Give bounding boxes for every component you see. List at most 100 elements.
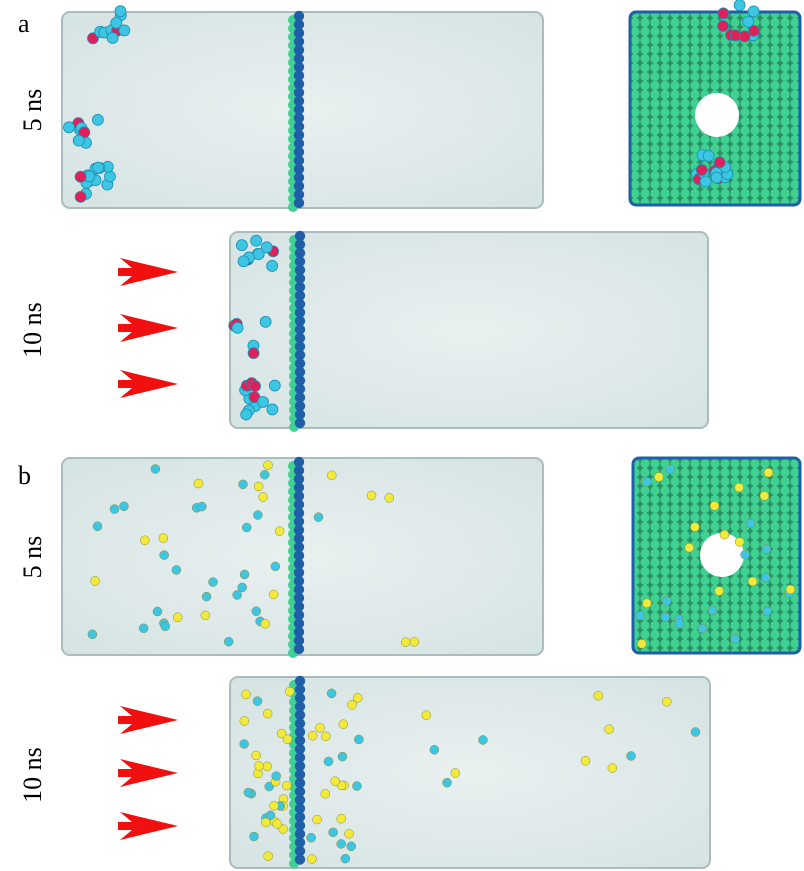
ion	[762, 545, 771, 554]
molecule-atom	[267, 260, 278, 271]
ion	[410, 637, 419, 646]
membrane-atom	[294, 644, 304, 654]
time-label: 5 ns	[18, 89, 47, 132]
ion	[307, 833, 316, 842]
ion	[337, 839, 346, 848]
arrow	[118, 370, 178, 398]
ion	[93, 522, 102, 531]
ion	[261, 619, 270, 628]
molecule-atom	[739, 31, 750, 42]
ion	[282, 781, 291, 790]
ion	[347, 842, 356, 851]
ion	[240, 740, 249, 749]
molecule-atom	[267, 404, 278, 415]
arrow	[118, 812, 178, 840]
ion	[710, 501, 719, 510]
ion	[151, 464, 160, 473]
ion	[642, 599, 651, 608]
panel-label: b	[18, 461, 31, 490]
artwork	[62, 0, 800, 869]
molecule-atom	[251, 235, 262, 246]
molecule-atom	[696, 164, 707, 175]
ion	[748, 577, 757, 586]
ion	[735, 537, 744, 546]
arrow	[118, 258, 178, 286]
ion	[242, 523, 251, 532]
molecule-atom	[104, 171, 115, 182]
membrane-atom	[295, 418, 305, 428]
ion	[307, 855, 316, 864]
molecule-atom	[718, 8, 729, 19]
time-label: 5 ns	[18, 536, 47, 579]
ion	[271, 562, 280, 571]
ion	[172, 565, 181, 574]
ion	[194, 479, 203, 488]
ion	[698, 624, 707, 633]
ion	[761, 573, 770, 582]
molecule-atom	[700, 176, 711, 187]
ion	[654, 472, 663, 481]
ion	[253, 697, 262, 706]
ion	[233, 590, 242, 599]
ion	[238, 583, 247, 592]
ion	[608, 764, 617, 773]
molecule-atom	[241, 409, 252, 420]
ion	[263, 461, 272, 470]
ion	[91, 576, 100, 585]
ion	[385, 493, 394, 502]
ion	[764, 468, 773, 477]
ion	[119, 502, 128, 511]
ion	[140, 536, 149, 545]
ion	[763, 607, 772, 616]
ion	[272, 772, 281, 781]
ion	[313, 815, 322, 824]
ion	[283, 735, 292, 744]
molecule-atom	[119, 25, 130, 36]
molecule-atom	[232, 322, 243, 333]
molecule-atom	[257, 396, 268, 407]
ion	[338, 752, 347, 761]
ion	[451, 768, 460, 777]
ion	[401, 638, 410, 647]
ion	[786, 585, 795, 594]
ion	[327, 689, 336, 698]
ion	[252, 607, 261, 616]
ion	[321, 732, 330, 741]
ion	[269, 590, 278, 599]
ion	[159, 534, 168, 543]
arrow	[118, 314, 178, 342]
ion	[581, 756, 590, 765]
ion	[685, 543, 694, 552]
panel-label: a	[18, 9, 30, 38]
time-label: 10 ns	[18, 302, 47, 358]
ion	[341, 854, 350, 863]
ion	[273, 819, 282, 828]
ion	[269, 801, 278, 810]
ion	[254, 482, 263, 491]
ion	[110, 505, 119, 514]
molecule-atom	[92, 114, 103, 125]
ion	[263, 762, 272, 771]
molecule-atom	[73, 135, 84, 146]
arrow	[118, 706, 178, 734]
ion	[261, 818, 270, 827]
ion	[637, 639, 646, 648]
ion	[661, 613, 670, 622]
ion	[253, 511, 262, 520]
molecule-atom	[260, 316, 271, 327]
molecule-atom	[75, 171, 86, 182]
ion	[160, 551, 169, 560]
ion	[478, 735, 487, 744]
ion	[594, 691, 603, 700]
ion	[201, 611, 210, 620]
molecule-atom	[269, 380, 280, 391]
molecule-atom	[93, 162, 104, 173]
ion	[642, 477, 651, 486]
molecule-atom	[63, 122, 74, 133]
molecule-atom	[115, 6, 126, 17]
molecule-atom	[248, 348, 259, 359]
molecule-atom	[743, 16, 754, 27]
ion	[605, 725, 614, 734]
ion	[720, 530, 729, 539]
ion	[139, 624, 148, 633]
